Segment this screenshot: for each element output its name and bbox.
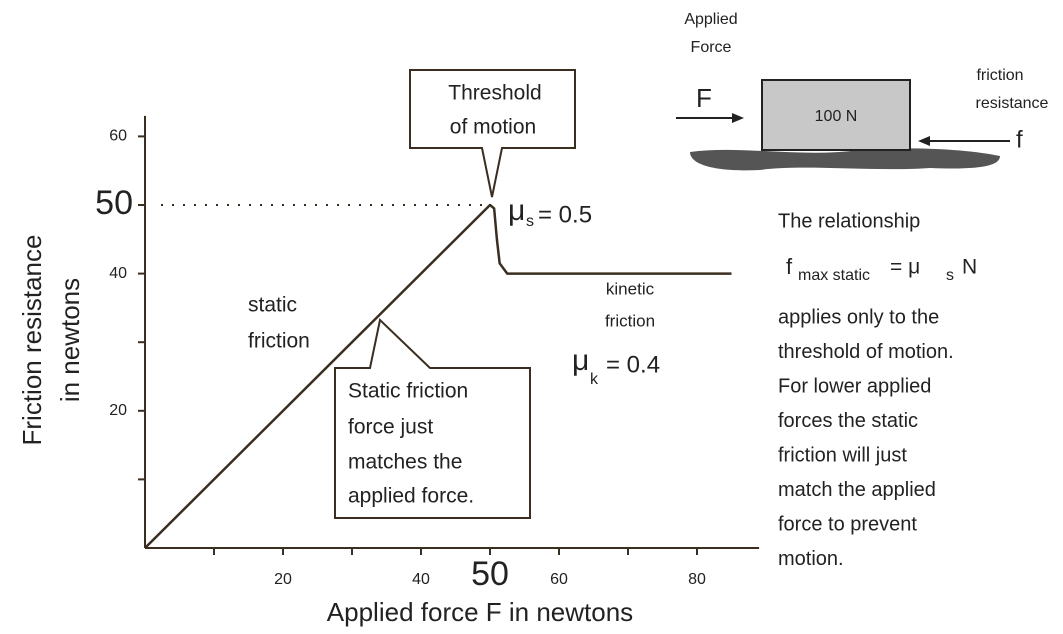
paragraph: The relationship: [778, 210, 920, 232]
mu-subscript: s: [526, 213, 534, 230]
paragraph-line: threshold of motion.: [778, 341, 954, 363]
annotation: friction: [605, 311, 655, 330]
annotation: kinetic: [606, 279, 655, 298]
formula: f: [786, 254, 793, 279]
arrow-head: [732, 113, 744, 123]
paragraph-line: applies only to the: [778, 306, 939, 328]
annotation: force just: [348, 416, 433, 439]
paragraph-lines: applies only to the threshold of motion. F…: [778, 306, 954, 570]
x-axis-title: Applied force F in newtons: [327, 597, 633, 627]
arrow-head: [918, 136, 930, 146]
mu-value: = 0.4: [606, 351, 660, 378]
annotation: matches the: [348, 451, 462, 474]
formula: N: [962, 256, 977, 279]
annotation: applied force.: [348, 485, 474, 508]
formula: max static: [798, 267, 870, 284]
y-axis-title: Friction resistance: [17, 235, 47, 446]
annotation: friction: [248, 330, 310, 353]
formula: s: [946, 267, 954, 284]
annotation: Threshold: [448, 82, 541, 105]
ground: [690, 148, 1000, 170]
label: friction: [976, 67, 1023, 84]
annotation: Static friction: [348, 380, 468, 403]
figure: Threshold of motion Static friction forc…: [0, 0, 1063, 634]
y-tick-label: 20: [109, 402, 127, 419]
friction-symbol: f: [1016, 126, 1023, 153]
force-symbol: F: [696, 83, 712, 113]
mu-symbol: μ: [572, 344, 589, 377]
paragraph-line: friction will just: [778, 444, 907, 466]
mu-value: = 0.5: [538, 201, 592, 228]
y-axis-title: in newtons: [55, 278, 85, 402]
x-tick-label: 20: [274, 571, 292, 588]
label: Force: [691, 39, 732, 56]
label: resistance: [976, 95, 1049, 112]
paragraph-line: force to prevent: [778, 513, 917, 535]
formula: = μ: [890, 256, 920, 279]
x-tick-label: 60: [550, 571, 568, 588]
y-tick-label: 40: [109, 265, 127, 282]
paragraph-line: For lower applied: [778, 375, 931, 397]
paragraph-line: match the applied: [778, 479, 936, 501]
highlight-label: 50: [471, 555, 509, 593]
annotation: of motion: [450, 116, 536, 139]
label: Applied: [684, 11, 737, 28]
block-label: 100 N: [815, 108, 858, 125]
annotation: static: [248, 294, 297, 317]
x-tick-label: 80: [688, 571, 706, 588]
mu-symbol: μ: [508, 194, 525, 227]
paragraph-line: motion.: [778, 548, 844, 570]
paragraph-line: forces the static: [778, 410, 918, 432]
highlight-label: 50: [95, 184, 133, 222]
y-tick-label: 60: [109, 128, 127, 145]
x-tick-label: 40: [412, 571, 430, 588]
mu-subscript: k: [590, 371, 599, 388]
